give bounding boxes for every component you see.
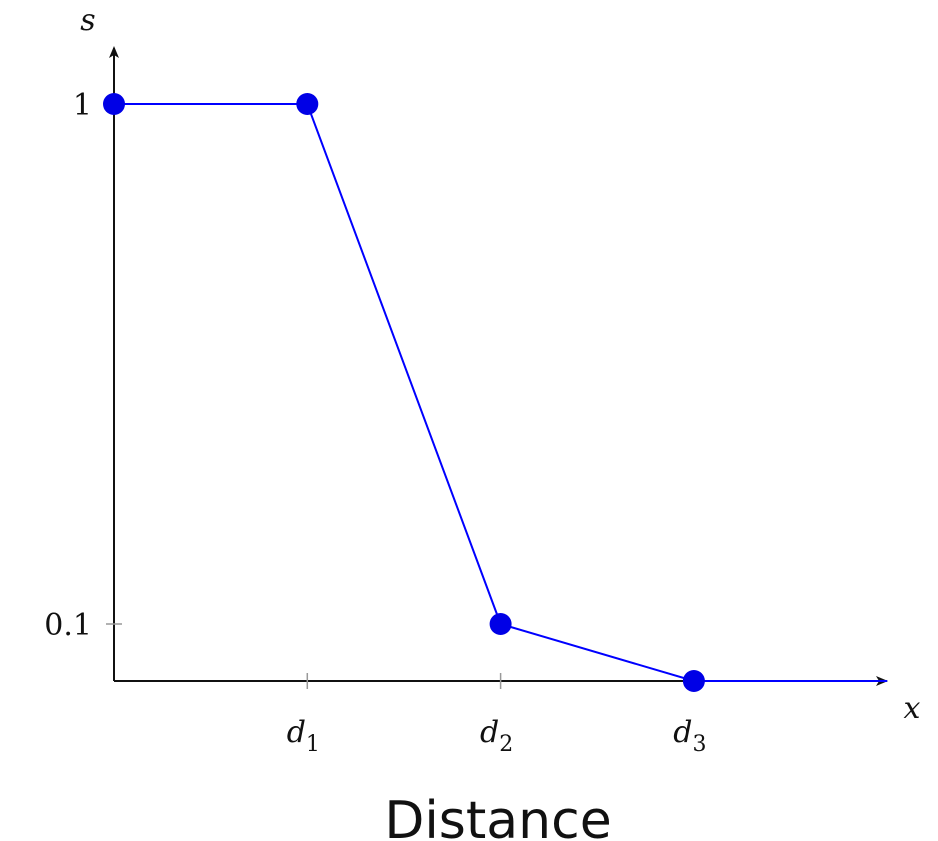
x-tick-label: d2 [480, 715, 513, 757]
series-line [114, 103, 888, 682]
x-axis-label: x [904, 691, 921, 726]
y-tick-label: 1 [73, 88, 92, 123]
data-point [682, 670, 705, 692]
tick-layer: d1 d2 d3 1 0.1 [44, 88, 706, 757]
y-tick-label: 0.1 [44, 608, 92, 643]
data-point [489, 613, 512, 635]
x-tick-label: d3 [673, 715, 706, 757]
series-layer [103, 93, 888, 692]
data-point [103, 93, 125, 115]
x-tick-label: d1 [287, 715, 320, 757]
data-point [296, 93, 319, 115]
chart-caption: Distance [384, 791, 611, 841]
y-axis-label: s [80, 3, 95, 38]
